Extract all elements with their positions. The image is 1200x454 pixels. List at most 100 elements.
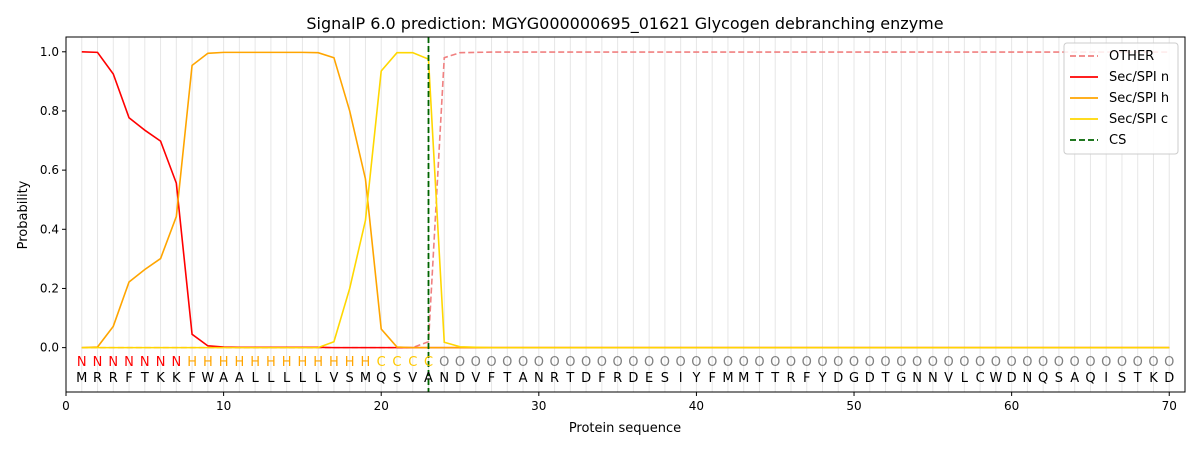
region-label: O [613, 355, 623, 370]
residue-label: V [329, 371, 338, 386]
residue-label: R [93, 371, 102, 386]
residue-label: V [408, 371, 417, 386]
y-tick-label: 0.8 [40, 104, 59, 118]
residue-label: M [722, 371, 733, 386]
residue-label: D [1164, 371, 1174, 386]
residue-label: T [1133, 371, 1142, 386]
region-label: O [581, 355, 591, 370]
x-tick-label: 50 [846, 399, 861, 413]
legend-label: Sec/SPI n [1109, 70, 1169, 85]
residue-label: K [156, 371, 165, 386]
region-label: O [928, 355, 938, 370]
region-label: O [1022, 355, 1032, 370]
residue-label: M [738, 371, 749, 386]
residue-label: Q [1038, 371, 1048, 386]
residue-label: R [109, 371, 118, 386]
residue-label: A [1070, 371, 1079, 386]
region-label: O [754, 355, 764, 370]
region-label: O [486, 355, 496, 370]
y-tick-label: 0.6 [40, 163, 59, 177]
residue-label: L [315, 371, 323, 386]
region-label: H [203, 355, 213, 370]
residue-label: A [519, 371, 528, 386]
region-label: O [1054, 355, 1064, 370]
region-label: N [77, 355, 87, 370]
region-label: N [140, 355, 150, 370]
series-layer [81, 37, 1170, 392]
residue-label: N [534, 371, 544, 386]
residue-label: L [283, 371, 291, 386]
region-label: H [219, 355, 229, 370]
region-label: N [93, 355, 103, 370]
residue-label: A [235, 371, 244, 386]
residue-label: F [803, 371, 810, 386]
region-label: O [1148, 355, 1158, 370]
region-label: O [817, 355, 827, 370]
region-label: O [660, 355, 670, 370]
residue-label: S [1055, 371, 1063, 386]
grid-layer [81, 37, 1170, 392]
x-tick-label: 20 [374, 399, 389, 413]
residue-label: A [219, 371, 228, 386]
residue-label: T [502, 371, 511, 386]
y-tick-label: 0.2 [40, 281, 59, 295]
x-tick-label: 10 [216, 399, 231, 413]
region-label: C [424, 355, 433, 370]
legend-label: OTHER [1109, 49, 1154, 64]
residue-label: F [598, 371, 605, 386]
region-label: H [345, 355, 355, 370]
residue-label: L [267, 371, 275, 386]
residue-label: S [393, 371, 401, 386]
region-label: O [975, 355, 985, 370]
legend-label: Sec/SPI h [1109, 91, 1169, 106]
region-label: H [266, 355, 276, 370]
residue-label: D [1007, 371, 1017, 386]
residue-label: K [1149, 371, 1158, 386]
residue-label: S [661, 371, 669, 386]
region-label: O [865, 355, 875, 370]
series-line-sec-spi-c [81, 51, 1170, 349]
residue-label: K [172, 371, 181, 386]
residue-label: Y [818, 371, 827, 386]
residue-label: N [928, 371, 938, 386]
region-label: O [455, 355, 465, 370]
residue-label: C [976, 371, 985, 386]
region-label: O [1133, 355, 1143, 370]
residue-label: M [360, 371, 371, 386]
region-label: O [770, 355, 780, 370]
residue-label: T [881, 371, 890, 386]
residue-label: F [708, 371, 715, 386]
residue-label: F [488, 371, 495, 386]
region-label: O [676, 355, 686, 370]
region-label: O [1007, 355, 1017, 370]
region-label: O [597, 355, 607, 370]
region-label: O [502, 355, 512, 370]
region-label: H [361, 355, 371, 370]
residue-label: L [961, 371, 969, 386]
region-label: O [943, 355, 953, 370]
plot-frame [65, 36, 1186, 393]
region-label: H [282, 355, 292, 370]
region-label: C [408, 355, 417, 370]
region-label: O [833, 355, 843, 370]
region-label: O [896, 355, 906, 370]
residue-label: D [628, 371, 638, 386]
legend-box [1063, 42, 1179, 155]
y-tick-label: 1.0 [40, 45, 59, 59]
region-label: O [912, 355, 922, 370]
region-label: O [565, 355, 575, 370]
region-label: H [313, 355, 323, 370]
residue-label: W [201, 371, 214, 386]
residue-label: D [455, 371, 465, 386]
region-label: N [108, 355, 118, 370]
residue-label: G [849, 371, 859, 386]
x-tick-label: 0 [62, 399, 70, 413]
residue-label: F [125, 371, 132, 386]
region-label: H [234, 355, 244, 370]
residue-label: F [188, 371, 195, 386]
series-line-other [81, 51, 1170, 349]
residue-label: R [613, 371, 622, 386]
region-label: O [628, 355, 638, 370]
residue-label: T [770, 371, 779, 386]
